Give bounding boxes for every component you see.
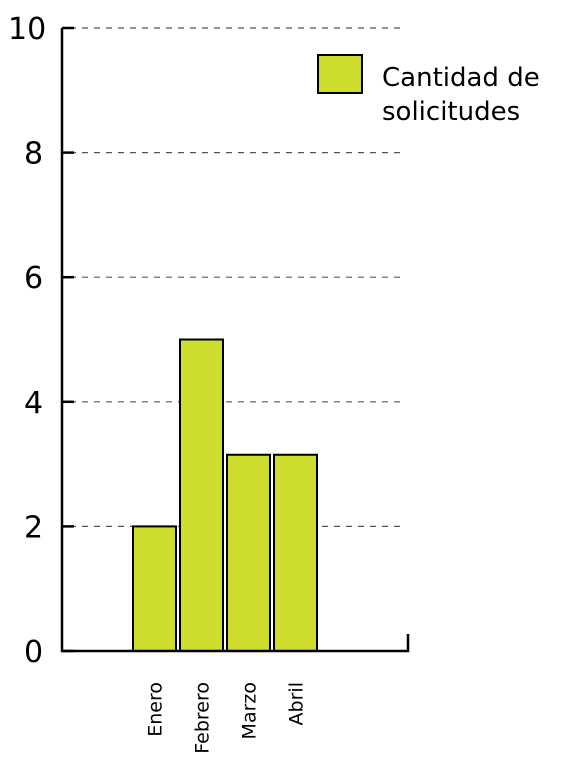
legend-swatch [317, 54, 363, 94]
bar-abril [273, 453, 318, 652]
y-tick-label-10: 10 [8, 12, 46, 47]
y-tick-label-2: 2 [24, 510, 43, 545]
bar-febrero [179, 338, 224, 652]
y-axis-ticks: 0 2 4 6 8 10 [8, 12, 74, 670]
x-tick-label-febrero: Febrero [192, 682, 214, 754]
bar-marzo [226, 453, 271, 652]
legend: Cantidad de solicitudes [317, 54, 540, 127]
x-axis-labels: Enero Febrero Marzo Abril [145, 682, 308, 754]
axis-frame [60, 28, 410, 653]
x-tick-label-enero: Enero [145, 682, 167, 737]
bars [132, 338, 318, 653]
y-tick-label-8: 8 [24, 137, 43, 172]
legend-label-line-2: solicitudes [382, 97, 520, 127]
x-tick-label-marzo: Marzo [239, 682, 261, 739]
bar-enero [132, 525, 177, 653]
legend-label-line-1: Cantidad de [382, 63, 540, 93]
y-tick-label-4: 4 [24, 386, 43, 421]
x-tick-label-abril: Abril [286, 682, 308, 725]
axes [60, 28, 410, 653]
gridlines [70, 27, 404, 528]
y-tick-label-6: 6 [24, 261, 43, 296]
y-tick-label-0: 0 [24, 635, 43, 670]
